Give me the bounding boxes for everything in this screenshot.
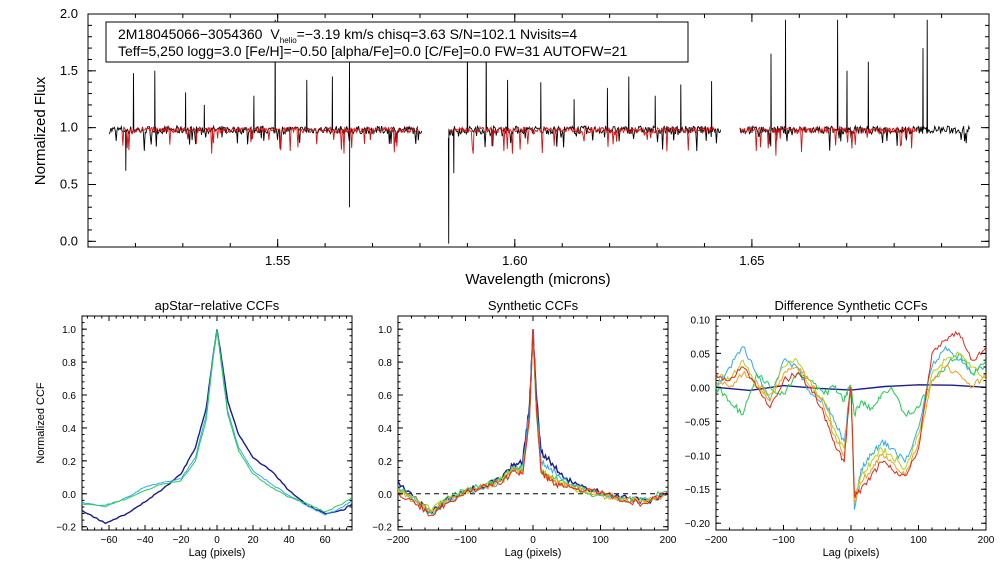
x-tick-label: −200 (705, 535, 728, 546)
spectrum-panel: 1.55 1.60 1.65 0.0 0.5 1.0 1.5 2.0 2M18045066−3… (32, 6, 990, 288)
info-line-1-values: =−3.19 km/s chisq=3.63 S/N=102.1 Nvisits… (297, 26, 578, 42)
x-tick-label: −100 (772, 535, 795, 546)
y-tick-label: −0.2 (372, 523, 392, 534)
ccf-series-dark-blue (397, 329, 669, 515)
ccf-series-cyan (397, 329, 669, 514)
x-tick-label: 200 (978, 535, 995, 546)
model-spectrum-line (448, 125, 717, 154)
ccf-series-green (81, 330, 353, 513)
synthetic-ccf-xlabel: Lag (pixels) (505, 547, 562, 559)
y-tick-label: 1.5 (60, 63, 78, 78)
observed-spectrum-line (447, 27, 722, 244)
model-spectrum-line (739, 125, 919, 156)
y-tick-label: −0.05 (685, 417, 711, 428)
x-tick-label: 200 (660, 535, 677, 546)
info-line-1: 2M18045066−3054360 Vhelio=−3.19 km/s chis… (118, 26, 577, 45)
x-tick-label: 1.55 (265, 253, 290, 268)
y-tick-label: 1.0 (378, 325, 392, 336)
vhelio-subscript: helio (280, 36, 297, 45)
y-tick-label: −0.10 (685, 451, 711, 462)
y-tick-label: 0.4 (62, 424, 76, 435)
apstar-ccf-plot-frame (81, 315, 353, 531)
info-line-2: Teff=5,250 logg=3.0 [Fe/H]=−0.50 [alpha/… (118, 43, 627, 59)
x-tick-label: −100 (454, 535, 477, 546)
star-id: 2M18045066−3054360 (118, 26, 263, 42)
ccf-series-cyan (715, 345, 987, 510)
apstar-ccf-series-group (81, 329, 353, 525)
y-tick-label: 2.0 (60, 6, 78, 21)
ccf-series-red (715, 330, 987, 499)
y-tick-label: 0.6 (62, 391, 76, 402)
x-tick-label: −20 (173, 535, 190, 546)
y-tick-label: −0.20 (685, 519, 711, 530)
x-tick-label: −40 (137, 535, 154, 546)
y-tick-label: 0.8 (62, 358, 76, 369)
x-tick-label: 0 (848, 535, 854, 546)
x-tick-label: 20 (247, 535, 259, 546)
ccf-series-orange (397, 330, 669, 513)
x-tick-label: −60 (101, 535, 118, 546)
apstar-ccf-xlabel: Lag (pixels) (189, 547, 246, 559)
y-tick-label: 1.0 (60, 120, 78, 135)
y-tick-label: 1.0 (62, 325, 76, 336)
y-tick-label: 0.00 (691, 383, 711, 394)
x-tick-label: 100 (592, 535, 609, 546)
y-tick-label: 0.0 (60, 233, 78, 248)
apstar-ccf-panel: −60 −40 −20 0 20 40 60 −0.2 0.0 0.2 0.4 0.6 0.8 1.0 a… (35, 298, 353, 559)
x-tick-label: 0 (214, 535, 220, 546)
x-tick-label: 1.65 (739, 253, 764, 268)
y-tick-label: 0.2 (378, 457, 392, 468)
synthetic-ccf-axis-ticks: −200 −100 0 100 200 −0.2 0.0 0.2 0.4 0.6 0.8 1.0 (372, 315, 677, 546)
y-tick-label: 0.4 (378, 424, 392, 435)
y-tick-label: −0.15 (685, 485, 711, 496)
ccf-series-red (397, 329, 669, 517)
difference-ccf-plot-frame (715, 315, 987, 531)
vhelio-symbol: V (270, 26, 280, 42)
synthetic-ccf-panel: −200 −100 0 100 200 −0.2 0.0 0.2 0.4 0.6 0.8 1.0 Sy… (372, 298, 677, 559)
synthetic-ccf-title: Synthetic CCFs (488, 298, 579, 313)
y-tick-label: 0.8 (378, 358, 392, 369)
ccf-series-dark-blue (81, 329, 353, 525)
apstar-ccf-title: apStar−relative CCFs (155, 298, 280, 313)
y-tick-label: 0.5 (60, 176, 78, 191)
y-tick-label: 0.10 (691, 315, 711, 326)
ccf-series-green (397, 337, 669, 515)
difference-ccf-xlabel: Lag (pixels) (823, 547, 880, 559)
x-tick-label: 0 (530, 535, 536, 546)
x-tick-label: 60 (319, 535, 331, 546)
spectrum-plot-frame (87, 13, 990, 248)
difference-ccf-series-group (715, 330, 987, 510)
x-tick-label: 1.60 (502, 253, 527, 268)
y-tick-label: 0.0 (378, 490, 392, 501)
apstar-ccf-axis-ticks: −60 −40 −20 0 20 40 60 −0.2 0.0 0.2 0.4 0.6 0.8 1.0 (56, 315, 352, 546)
difference-ccf-panel: −200 −100 0 100 200 −0.20 −0.15 −0.10 −0.05 0.00 0… (685, 298, 995, 559)
spectrum-ylabel: Normalized Flux (32, 76, 49, 185)
spectrum-series-group (108, 19, 971, 244)
difference-ccf-axis-ticks: −200 −100 0 100 200 −0.20 −0.15 −0.10 −0.05 0.00 0… (685, 315, 995, 546)
y-tick-label: 0.0 (62, 490, 76, 501)
synthetic-ccf-series-group (397, 329, 669, 517)
y-tick-label: 0.05 (691, 349, 711, 360)
x-tick-label: 100 (910, 535, 927, 546)
y-tick-label: 0.6 (378, 391, 392, 402)
y-tick-label: −0.2 (56, 523, 76, 534)
model-spectrum-line (120, 125, 420, 154)
spectrum-xlabel: Wavelength (microns) (465, 271, 610, 288)
info-box (105, 21, 689, 63)
x-tick-label: −200 (387, 535, 410, 546)
x-tick-label: 40 (283, 535, 295, 546)
y-tick-label: 0.2 (62, 457, 76, 468)
difference-ccf-title: Difference Synthetic CCFs (775, 298, 928, 313)
spectrum-axis-ticks: 1.55 1.60 1.65 0.0 0.5 1.0 1.5 2.0 (60, 6, 990, 268)
apstar-ccf-ylabel: Normalized CCF (35, 382, 47, 464)
ccf-series-yellow-green (397, 332, 669, 512)
ccf-series-cyan (81, 329, 353, 516)
